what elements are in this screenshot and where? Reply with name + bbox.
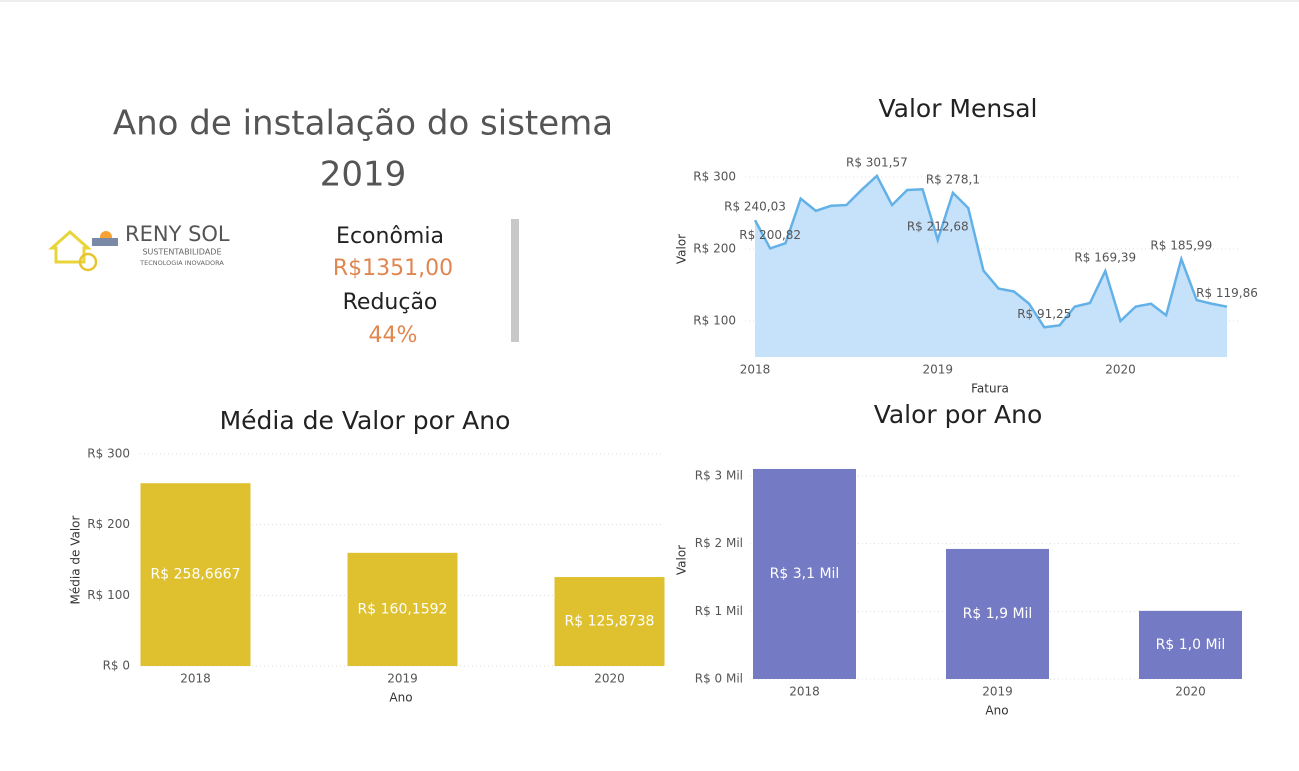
y-tick-label: R$ 200 (693, 242, 736, 256)
y-axis-label: Valor (675, 234, 689, 264)
x-tick-label: 2018 (789, 685, 820, 699)
x-axis-label: Ano (985, 704, 1008, 718)
kpi-value: 44% (369, 323, 418, 348)
y-axis-label: Média de Valor (69, 515, 83, 604)
kpi-value: R$1351,00 (333, 256, 453, 281)
y-tick-label: R$ 100 (693, 314, 736, 328)
data-label: R$ 125,8738 (565, 614, 655, 630)
x-tick-label: 2020 (1105, 363, 1136, 377)
chart-title: Valor por Ano (874, 400, 1043, 429)
data-label: R$ 119,86 (1196, 286, 1258, 300)
data-label: R$ 1,0 Mil (1156, 637, 1226, 653)
data-label: R$ 3,1 Mil (770, 566, 840, 582)
bar (946, 548, 1049, 679)
divider (511, 219, 519, 342)
x-axis-label: Fatura (971, 382, 1009, 396)
bar (347, 552, 458, 666)
area (755, 175, 1227, 357)
data-label: R$ 169,39 (1074, 251, 1136, 265)
top-border (0, 0, 1299, 2)
y-tick-label: R$ 100 (87, 588, 130, 602)
y-tick-label: R$ 200 (87, 517, 130, 531)
x-tick-label: 2020 (594, 672, 625, 686)
logo-name: RENY SOL (125, 222, 230, 246)
data-label: R$ 301,57 (846, 155, 908, 169)
bar (753, 468, 856, 679)
chart-title: Valor Mensal (878, 94, 1037, 123)
install-title: Ano de instalação do sistema (113, 104, 613, 144)
data-label: R$ 1,9 Mil (963, 606, 1033, 622)
y-axis-label: Valor (675, 545, 689, 575)
logo-panel (92, 238, 118, 246)
y-tick-label: R$ 0 Mil (695, 672, 743, 686)
data-label: R$ 200,82 (739, 228, 801, 242)
y-tick-label: R$ 300 (87, 447, 130, 461)
bar (1139, 610, 1242, 679)
data-label: R$ 185,99 (1150, 239, 1212, 253)
data-label: R$ 258,6667 (151, 567, 241, 583)
y-tick-label: R$ 3 Mil (695, 468, 743, 482)
bar (140, 483, 251, 666)
y-tick-label: R$ 0 (103, 659, 130, 673)
x-tick-label: 2019 (387, 672, 418, 686)
install-year: 2019 (320, 155, 407, 195)
x-tick-label: 2020 (1175, 685, 1206, 699)
x-tick-label: 2018 (180, 672, 211, 686)
x-axis-label: Ano (389, 691, 412, 705)
y-tick-label: R$ 300 (693, 170, 736, 184)
logo-line2: TECNOLOGIA INOVADORA (139, 259, 224, 267)
logo-line1: SUSTENTABILIDADE (142, 248, 221, 257)
data-label: R$ 240,03 (724, 200, 786, 214)
data-label: R$ 278,1 (926, 172, 980, 186)
chart-title: Média de Valor por Ano (220, 406, 511, 435)
y-tick-label: R$ 1 Mil (695, 604, 743, 618)
x-tick-label: 2019 (922, 363, 953, 377)
logo-coin (78, 252, 98, 272)
y-tick-label: R$ 2 Mil (695, 536, 743, 550)
x-tick-label: 2018 (740, 363, 771, 377)
data-label: R$ 91,25 (1017, 307, 1071, 321)
bar (554, 577, 665, 666)
kpi-label: Econômia (336, 224, 444, 249)
data-label: R$ 212,68 (907, 219, 969, 233)
kpi-label: Redução (343, 290, 438, 315)
data-label: R$ 160,1592 (358, 601, 448, 617)
x-tick-label: 2019 (982, 685, 1013, 699)
logo: RENY SOL SUSTENTABILIDADE TECNOLOGIA INO… (48, 222, 230, 272)
line (753, 173, 1228, 329)
